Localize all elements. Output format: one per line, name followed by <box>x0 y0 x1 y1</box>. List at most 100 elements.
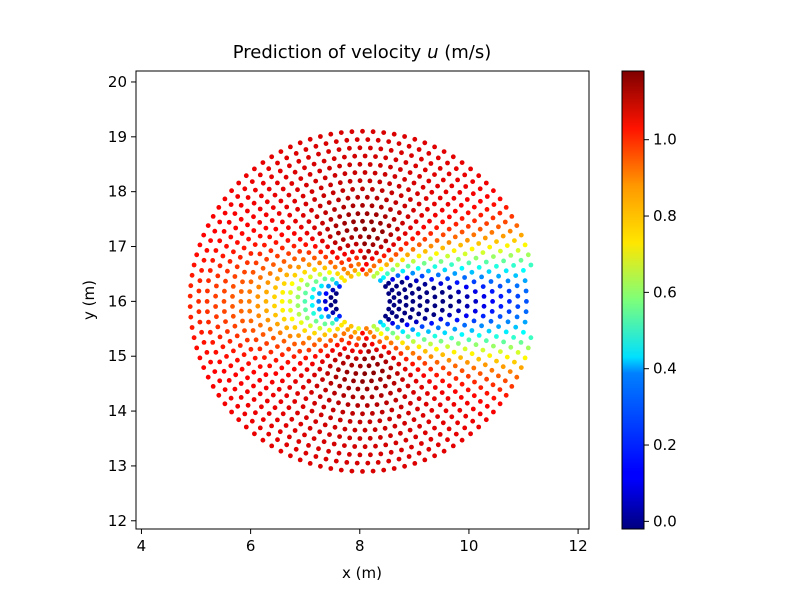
data-point <box>396 414 402 419</box>
data-point <box>405 334 411 339</box>
data-point <box>455 420 460 426</box>
data-point <box>446 426 452 432</box>
data-point <box>413 434 419 440</box>
data-point <box>205 288 210 294</box>
data-point <box>230 304 235 309</box>
data-point <box>440 299 446 304</box>
data-point <box>419 324 425 329</box>
data-point <box>489 367 495 373</box>
data-point <box>342 278 347 283</box>
data-point <box>374 195 380 201</box>
data-point <box>365 137 371 143</box>
data-point <box>335 326 340 332</box>
data-point <box>434 225 439 231</box>
data-point <box>336 197 341 203</box>
data-point <box>232 274 238 279</box>
data-point <box>503 205 509 210</box>
data-point <box>311 161 317 167</box>
data-point <box>497 401 503 407</box>
data-point <box>272 405 278 411</box>
data-point <box>226 219 232 225</box>
data-point <box>320 238 325 244</box>
data-point <box>237 343 243 348</box>
data-point <box>242 411 248 417</box>
data-point <box>270 392 276 398</box>
data-point <box>313 318 319 324</box>
data-point <box>336 230 341 236</box>
data-point <box>371 227 376 233</box>
data-point <box>449 262 454 267</box>
data-point <box>204 299 210 304</box>
data-point <box>285 359 291 365</box>
data-point <box>318 249 324 255</box>
data-point <box>320 220 325 226</box>
data-point <box>362 241 367 247</box>
data-point <box>410 270 416 276</box>
data-point <box>342 251 347 257</box>
data-point <box>453 166 459 172</box>
data-point <box>306 262 312 268</box>
data-point <box>369 341 375 347</box>
data-point <box>262 242 267 248</box>
data-point <box>368 452 373 458</box>
data-point <box>476 333 482 338</box>
data-point <box>470 191 476 197</box>
data-point <box>378 319 383 325</box>
data-point <box>452 234 458 240</box>
data-point <box>344 460 350 465</box>
data-point <box>362 226 368 232</box>
data-point <box>337 180 343 186</box>
data-point <box>357 161 363 167</box>
data-point <box>284 155 290 161</box>
data-point <box>330 407 336 413</box>
data-point <box>289 416 295 422</box>
data-point <box>435 325 441 331</box>
data-point <box>340 409 346 415</box>
data-point <box>434 238 440 243</box>
scatter-points <box>187 128 534 474</box>
data-point <box>451 402 457 407</box>
data-point <box>322 175 328 181</box>
data-point <box>280 186 286 192</box>
x-axis-label: x (m) <box>342 564 382 582</box>
data-point <box>272 294 277 300</box>
data-point <box>327 234 333 240</box>
colorbar-tick-label: 0.8 <box>653 207 677 225</box>
data-point <box>256 313 262 319</box>
data-point <box>216 392 222 398</box>
data-point <box>353 226 359 232</box>
data-point <box>251 397 257 402</box>
data-point <box>408 400 413 406</box>
data-point <box>408 197 413 202</box>
data-point <box>255 294 261 299</box>
data-point <box>442 330 448 336</box>
data-point <box>339 260 345 266</box>
data-point <box>217 263 223 269</box>
data-point <box>366 234 372 240</box>
data-point <box>295 206 300 212</box>
data-point <box>453 431 459 437</box>
data-point <box>522 242 528 248</box>
data-point <box>273 285 278 290</box>
data-point <box>319 283 324 289</box>
data-point <box>355 194 361 200</box>
data-point <box>292 399 298 404</box>
data-point <box>375 460 381 465</box>
data-point <box>194 252 200 258</box>
data-point <box>439 290 445 295</box>
data-point <box>272 192 278 198</box>
data-point <box>458 202 464 208</box>
data-point <box>403 302 409 308</box>
data-point <box>267 234 273 240</box>
data-point <box>268 248 274 254</box>
y-tick-label: 19 <box>108 128 127 146</box>
data-point <box>352 329 358 335</box>
data-point <box>447 214 452 220</box>
data-point <box>296 158 302 164</box>
data-point <box>312 354 318 359</box>
data-point <box>221 299 227 304</box>
data-point <box>445 396 451 401</box>
data-point <box>403 160 409 165</box>
data-point <box>413 219 419 225</box>
data-point <box>429 320 434 326</box>
